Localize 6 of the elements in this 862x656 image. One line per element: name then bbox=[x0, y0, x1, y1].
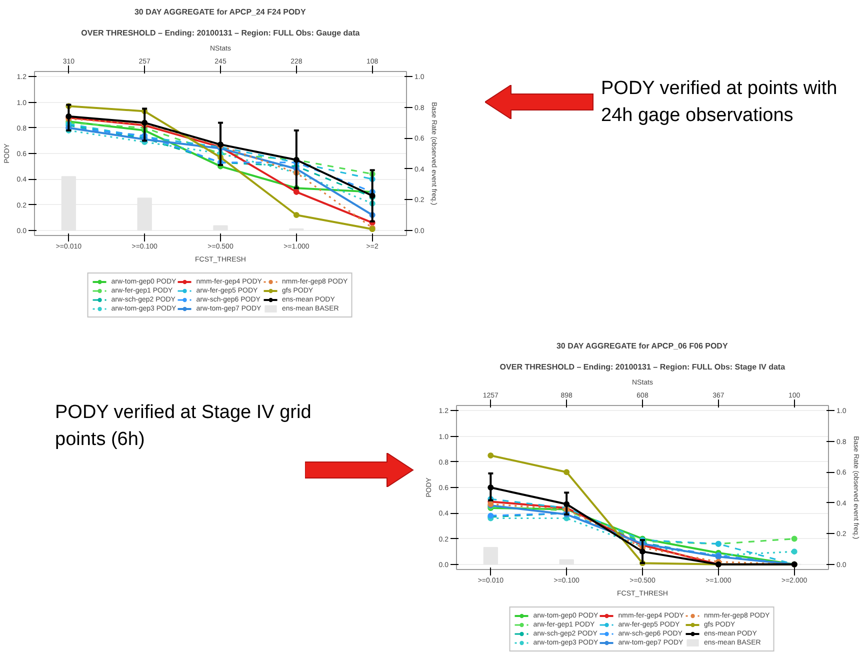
text: PODY verified at Stage IV grid points (6h) bbox=[55, 401, 312, 452]
chart-subtitle: OVER THRESHOLD – Ending: 20100131 – Region: FULL Obs: Stage IV data bbox=[500, 362, 786, 372]
chart-title: 30 DAY AGGREGATE for APCP_06 F06 PODY bbox=[556, 342, 728, 350]
chart-title: 30 DAY AGGREGATE for APCP_24 F24 PODY bbox=[134, 8, 306, 16]
chart-subtitle: OVER THRESHOLD – Ending: 20100131 – Region: FULL Obs: Gauge data bbox=[81, 28, 360, 38]
text: PODY verified at points with 24h gage observations bbox=[601, 77, 838, 128]
